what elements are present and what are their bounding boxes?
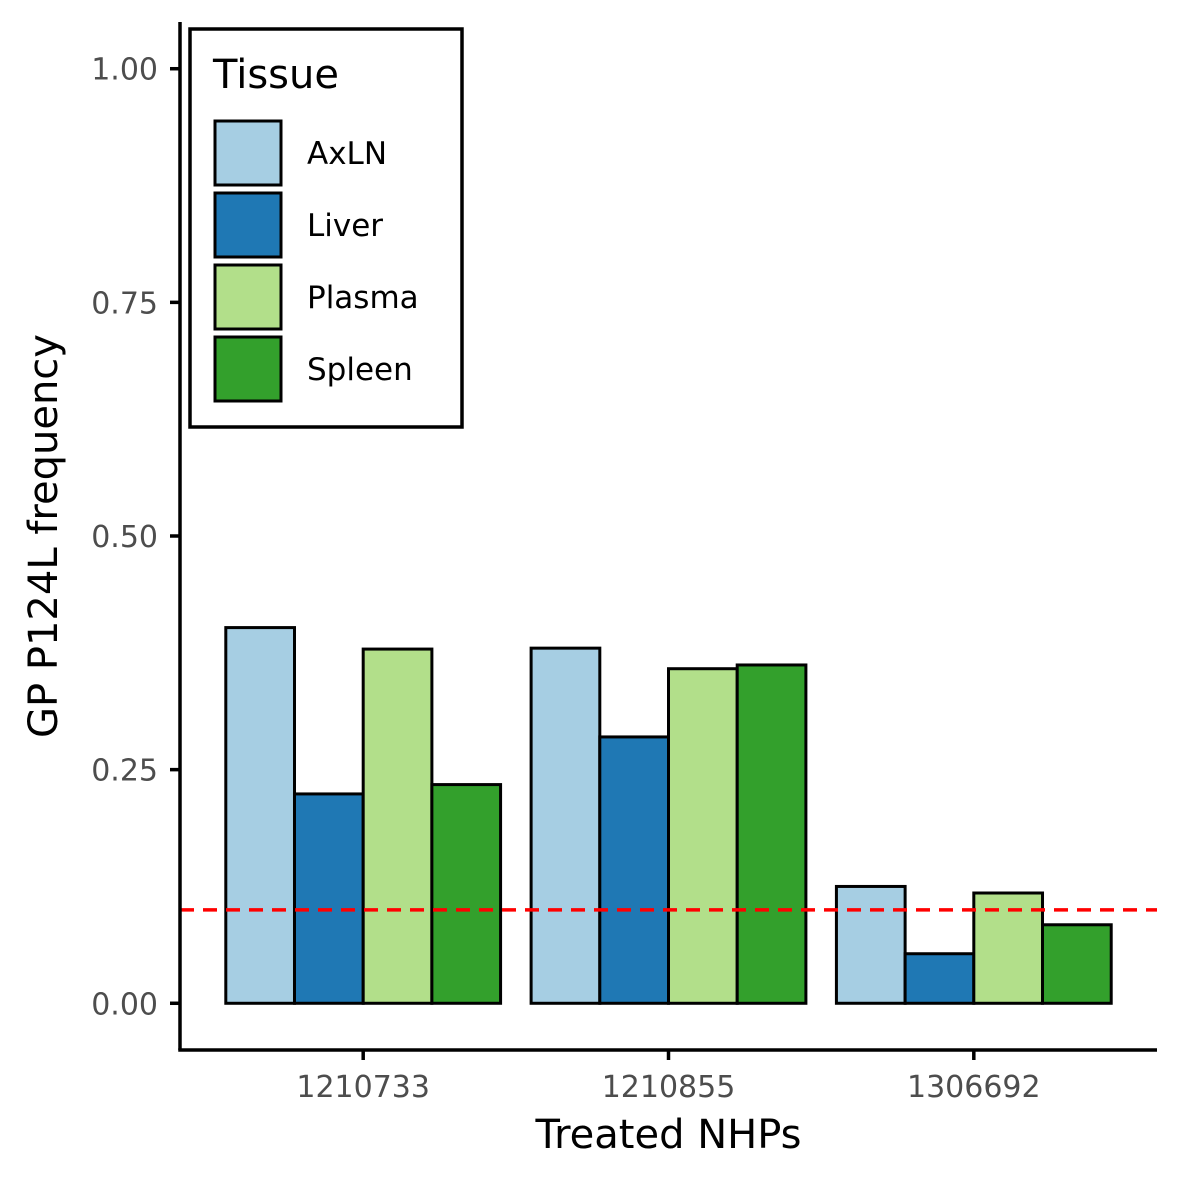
legend: Tissue AxLN Liver Plasma Spleen [188, 27, 464, 429]
x-tick-label: 1210855 [602, 1070, 736, 1105]
y-axis-ticks: 0.00 0.25 0.50 0.75 1.00 [91, 53, 180, 1022]
bar-plasma-1210855 [667, 667, 739, 1005]
bar-plasma-1210733 [361, 647, 434, 1005]
bar-spleen-1210733 [430, 783, 503, 1005]
legend-label-axln: AxLN [307, 136, 387, 172]
bar-spleen-1210855 [735, 663, 808, 1005]
legend-key-plasma [213, 263, 283, 331]
x-axis-title: Treated NHPs [535, 1112, 802, 1158]
bar-liver-1210733 [292, 792, 365, 1005]
bar-liver-1306692 [903, 952, 976, 1005]
legend-items: AxLN Liver Plasma Spleen [213, 119, 419, 403]
y-tick-label: 0.25 [91, 754, 158, 789]
legend-key-spleen [213, 335, 283, 403]
x-tick-label: 1210733 [296, 1070, 430, 1105]
x-tick-label: 1306692 [907, 1070, 1041, 1105]
legend-label-liver: Liver [307, 208, 383, 244]
y-tick-label: 0.50 [91, 520, 158, 555]
bar-axln-1210855 [529, 646, 602, 1005]
legend-label-spleen: Spleen [307, 352, 413, 388]
bar-liver-1210855 [598, 735, 670, 1005]
bar-spleen-1306692 [1041, 923, 1113, 1005]
legend-key-liver [213, 191, 283, 259]
bar-axln-1210733 [224, 626, 296, 1005]
legend-key-axln [213, 119, 283, 187]
bars-layer [224, 626, 1113, 1005]
y-tick-label: 0.75 [91, 286, 158, 321]
y-axis-title: GP P124L frequency [21, 334, 67, 738]
x-axis-ticks: 1210733 1210855 1306692 [296, 1050, 1041, 1105]
bar-axln-1306692 [834, 884, 907, 1005]
legend-title: Tissue [212, 52, 339, 98]
legend-label-plasma: Plasma [307, 280, 419, 316]
y-tick-label: 1.00 [91, 53, 158, 88]
y-tick-label: 0.00 [91, 987, 158, 1022]
